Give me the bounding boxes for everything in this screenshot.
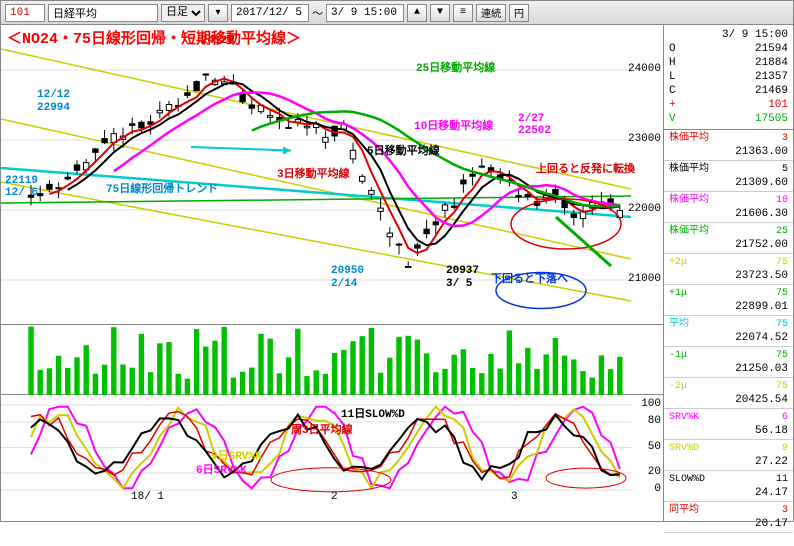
chart-annotation: 75日線形回帰トレンド: [106, 180, 218, 196]
osc-xtick: 18/ 1: [131, 491, 164, 503]
yen-button[interactable]: 円: [509, 4, 529, 22]
chart-annotation: 12/12: [37, 89, 70, 101]
osc-annotation: 周3日平均線: [291, 421, 353, 437]
ohlc-row: O21594: [669, 42, 788, 56]
side-date: 3/ 9 15:00: [722, 28, 788, 42]
date-from-input[interactable]: [231, 4, 309, 22]
chart-annotation: 下回ると下落へ: [491, 270, 568, 286]
chart-annotation: 3日移動平均線: [277, 165, 350, 181]
chart-annotation: 3/ 5: [446, 278, 472, 290]
chart-annotation: 24129: [201, 35, 234, 47]
chart-annotation: 2/27: [518, 113, 544, 125]
date-to-input[interactable]: [326, 4, 404, 22]
indicator-row: 株価平均1021606.30: [664, 192, 793, 223]
chart-annotation: 22502: [518, 125, 551, 137]
indicator-row: +1μ7522899.01: [664, 285, 793, 316]
ohlc-row: H21884: [669, 56, 788, 70]
period-select[interactable]: 日足: [161, 4, 205, 22]
indicator-row: 株価平均521309.60: [664, 161, 793, 192]
tilde-label: ～: [312, 5, 323, 21]
indicator-row: 平均7522074.52: [664, 316, 793, 347]
chart-annotation: 5日移動平均線: [367, 142, 440, 158]
indicator-row: SRV%K656.18: [664, 409, 793, 440]
chart-annotation: 12/ 6: [5, 187, 38, 199]
indicator-row: 株価平均2521752.00: [664, 223, 793, 254]
name-input[interactable]: [48, 4, 158, 22]
up-button[interactable]: ▲: [407, 4, 427, 22]
delta-row: +101: [669, 98, 788, 112]
osc-ytick: 50: [648, 441, 661, 453]
chevron-down-icon[interactable]: ▾: [208, 4, 228, 22]
indicator-row: SRV%D927.22: [664, 440, 793, 471]
chart-annotation: 10日移動平均線: [414, 117, 493, 133]
chart-annotation: 上回ると反発に転換: [536, 160, 635, 176]
chart-annotation: 25日移動平均線: [416, 59, 495, 75]
down-button[interactable]: ▼: [430, 4, 450, 22]
delta-row: V17505: [669, 112, 788, 126]
chart-annotation: 20937: [446, 265, 479, 277]
ohlc-row: L21357: [669, 70, 788, 84]
osc-annotation: 6日SRV%K: [196, 461, 247, 477]
indicator-row: -1μ7521250.03: [664, 347, 793, 378]
oscillator-chart: 11日SLOW%D周3日平均線9日SRV%K6日SRV%K 0205080100…: [1, 395, 663, 505]
series-button[interactable]: 連続: [476, 4, 506, 22]
price-chart: ＜NO24・75日線形回帰・短期移動平均線＞ 2412925日移動平均線12/1…: [1, 25, 663, 325]
volume-chart: [1, 325, 663, 395]
ytick-label: 24000: [628, 63, 661, 75]
indicator-row: +2μ7523723.50: [664, 254, 793, 285]
indicator-row: 同平均320.17: [664, 502, 793, 533]
ytick-label: 23000: [628, 133, 661, 145]
osc-ytick: 0: [654, 483, 661, 495]
side-date-ohlc: 3/ 9 15:00 O21594H21884L21357C21469 +101…: [664, 25, 793, 130]
code-input[interactable]: [5, 4, 45, 22]
chart-annotation: 22994: [37, 102, 70, 114]
ytick-label: 22000: [628, 203, 661, 215]
chart-annotation: 22119: [5, 175, 38, 187]
toolbar: 日足 ▾ ～ ▲ ▼ ≡ 連続 円: [1, 1, 793, 25]
indicator-row: 株価平均321363.00: [664, 130, 793, 161]
chart-annotation: 2/14: [331, 278, 357, 290]
osc-xtick: 3: [511, 491, 518, 503]
osc-ytick: 80: [648, 415, 661, 427]
osc-ytick: 100: [641, 398, 661, 410]
indicator-row: -2μ7520425.54: [664, 378, 793, 409]
indicator-row: SLOW%D1124.17: [664, 471, 793, 502]
chart-annotation: 20950: [331, 265, 364, 277]
chart-area: ＜NO24・75日線形回帰・短期移動平均線＞ 2412925日移動平均線12/1…: [1, 25, 663, 521]
side-panel: 3/ 9 15:00 O21594H21884L21357C21469 +101…: [663, 25, 793, 521]
osc-annotation: 11日SLOW%D: [341, 405, 405, 421]
osc-ytick: 20: [648, 466, 661, 478]
ohlc-row: C21469: [669, 84, 788, 98]
ytick-label: 21000: [628, 273, 661, 285]
osc-xtick: 2: [331, 491, 338, 503]
lines-button[interactable]: ≡: [453, 4, 473, 22]
